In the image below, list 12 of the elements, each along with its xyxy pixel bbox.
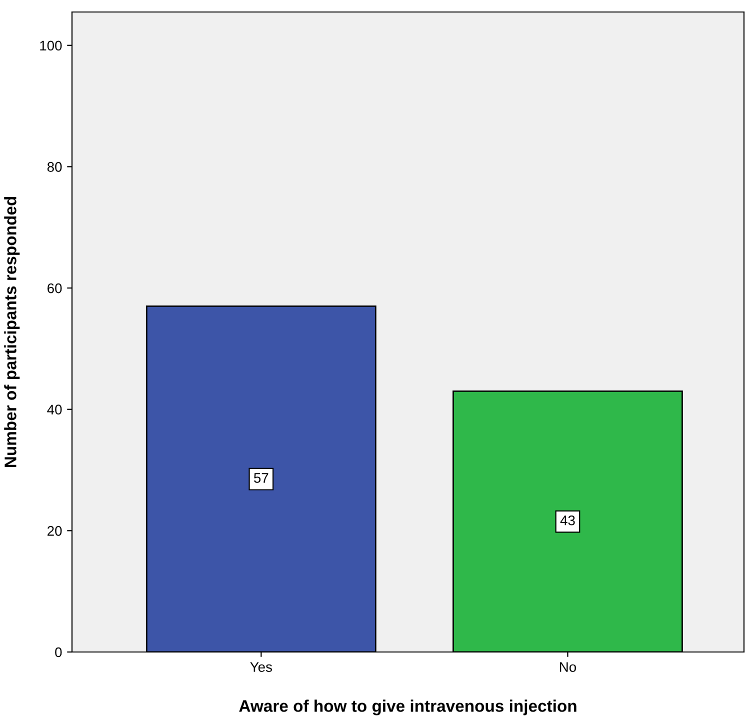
- y-axis-title: Number of participants responded: [4, 196, 20, 468]
- x-axis-title: Aware of how to give intravenous injection: [239, 700, 576, 716]
- y-tick-label: 40: [47, 404, 62, 415]
- y-tick-label: 60: [48, 283, 62, 294]
- data-label: 43: [560, 515, 575, 526]
- x-tick-label: Yes: [250, 662, 272, 672]
- y-tick-label: 20: [48, 526, 62, 536]
- y-tick-label: 0: [55, 647, 62, 658]
- data-label: 57: [254, 473, 268, 483]
- x-tick-label: No: [560, 662, 576, 672]
- y-tick-label: 100: [40, 40, 62, 51]
- y-tick-label: 80: [47, 162, 62, 172]
